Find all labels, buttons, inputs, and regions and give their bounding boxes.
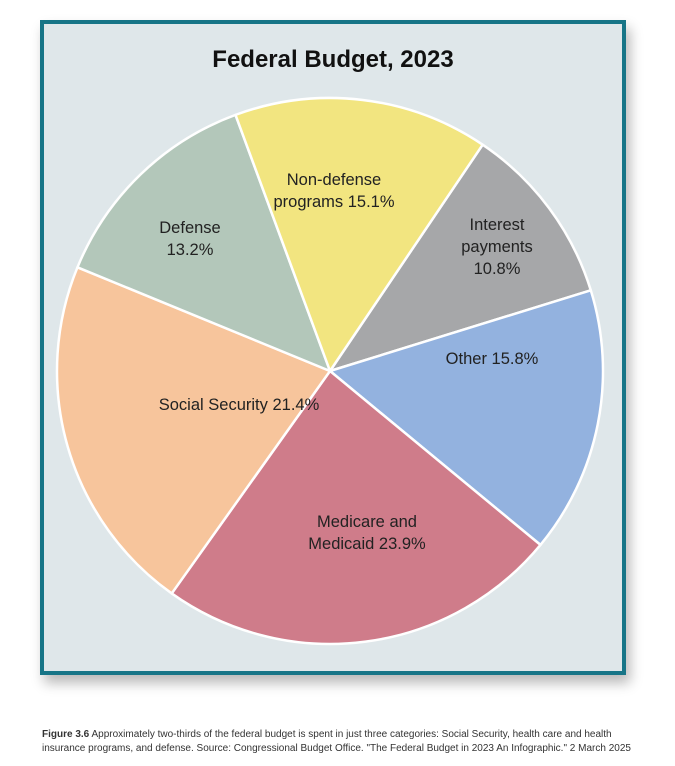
figure-caption: Figure 3.6 Approximately two-thirds of t… [42, 728, 642, 756]
slice-label-medicare-and-medicaid: Medicare and Medicaid 23.9% [308, 513, 426, 553]
pie-slice-defense [76, 113, 332, 373]
pie-slice-other [328, 289, 605, 547]
pie-slice-interest-payments [328, 143, 593, 373]
pie-slice-medicare-and-medicaid [170, 369, 542, 646]
slice-label-non-defense-programs: Non-defense programs 15.1% [273, 171, 394, 211]
pie-slice-non-defense-programs [234, 96, 484, 373]
pie-chart: Interest payments 10.8% Other 15.8% Medicare… [55, 96, 605, 646]
figure-number: Figure 3.6 [42, 729, 90, 740]
pie-slice-social-security [55, 266, 332, 595]
chart-frame: Federal Budget, 2023 Interest payments 10.… [40, 20, 626, 675]
slice-label-defense: Defense 13.2% [159, 219, 220, 259]
slice-label-other: Other 15.8% [446, 350, 539, 368]
chart-title: Federal Budget, 2023 [212, 46, 454, 73]
slice-label-interest-payments: Interest payments 10.8% [461, 216, 533, 278]
caption-text: Approximately two-thirds of the federal … [42, 729, 631, 754]
slice-label-social-security: Social Security 21.4% [159, 396, 320, 414]
